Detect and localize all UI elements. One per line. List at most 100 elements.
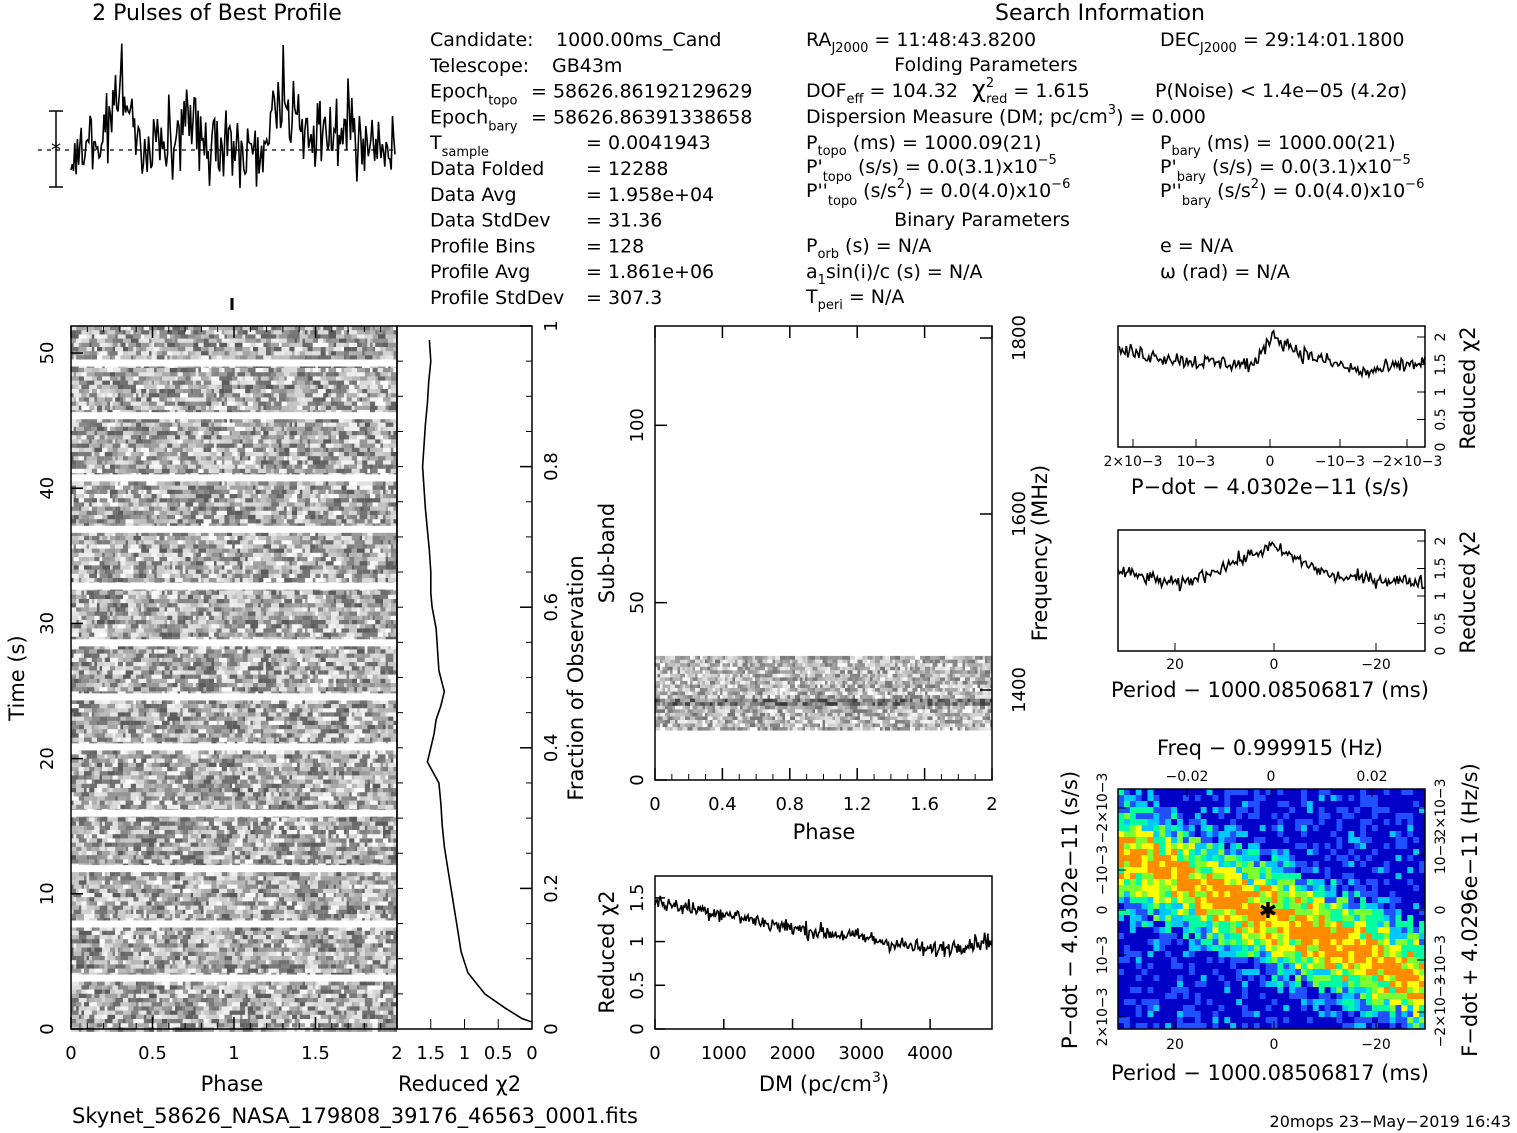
info-label: Profile Avg <box>430 261 530 283</box>
pdot-chi2-ylabel: Reduced χ2 <box>1456 326 1480 449</box>
time-chi2-xlabel: Reduced χ2 <box>398 1072 521 1096</box>
pp-y2tick: 0 <box>1433 906 1449 915</box>
svg-text:Tperi= N/A: Tperi = N/A <box>805 286 904 313</box>
time-chi2-ytick: 1 <box>541 320 562 331</box>
pdtopo-value: (s/s) = 0.0(3.1)x10 <box>858 156 1038 178</box>
best-profile-series <box>70 43 396 188</box>
info-row: Epochbary = 58626.86391338658 <box>430 106 752 134</box>
candidate-info-right: DECJ2000 = 29:14:01.1800 P(Noise) < 1.4e−… <box>1155 29 1424 283</box>
period-ytick: 0.5 <box>1433 612 1449 634</box>
time-phase-ylabel: Time (s) <box>5 635 29 721</box>
time-phase-xlabel: Phase <box>201 1072 264 1096</box>
pp-xtick: 0 <box>1270 1037 1279 1053</box>
dm-xtick: 3000 <box>838 1043 884 1064</box>
time-chi2-xtick: 1 <box>459 1043 470 1064</box>
time-phase-xtick: 1 <box>228 1043 239 1064</box>
time-chi2-ytick: 0.2 <box>541 874 562 903</box>
pdot-xtick: 10−3 <box>1177 454 1215 470</box>
porb-value: (s) = N/A <box>845 235 931 257</box>
subband-xtick: 2 <box>986 794 997 815</box>
dof-value: = 104.32 <box>869 80 957 102</box>
period-chi2-frame <box>1117 529 1426 652</box>
time-gap <box>71 412 397 420</box>
time-gap <box>71 974 397 982</box>
svg-text:a1sin(i)/c (s) = N/A: a1sin(i)/c (s) = N/A <box>806 261 982 288</box>
time-gap <box>71 920 397 928</box>
subband-phase-image <box>655 655 992 731</box>
time-chi2-ytick: 0.6 <box>541 593 562 622</box>
pp-y2tick: 2×10−3 <box>1433 778 1449 837</box>
pdot-ytick: 1 <box>1433 388 1449 397</box>
dec-label: DEC <box>1160 29 1200 51</box>
info-label: Profile StdDev <box>430 287 564 309</box>
pdot-ytick: 0.5 <box>1433 408 1449 430</box>
time-chi2-ytick: 0.8 <box>541 452 562 481</box>
info-value: 1000.00ms_Cand <box>556 29 722 51</box>
pp-ytick: −2×10−3 <box>1095 773 1111 844</box>
tperi-value: = N/A <box>849 286 905 308</box>
pdot-chi2-frame <box>1117 325 1426 448</box>
svg-text:P''bary(s/s2) = 0.0(4.0)x10−6: P''bary (s/s2) = 0.0(4.0)x10−6 <box>1160 177 1424 209</box>
dof-label: DOF <box>806 80 847 102</box>
pp-xtick: −20 <box>1361 1037 1391 1053</box>
period-pdot-title: Freq − 0.999915 (Hz) <box>1157 736 1383 760</box>
time-gap <box>71 359 397 367</box>
info-label: Data StdDev <box>430 210 551 232</box>
info-value: = 307.3 <box>586 287 662 309</box>
info-row: Data StdDev = 31.36 <box>430 210 662 232</box>
ecc-value: e = N/A <box>1160 235 1233 257</box>
period-xtick: 20 <box>1166 657 1184 673</box>
info-label: T <box>429 132 442 154</box>
time-gap <box>71 639 397 647</box>
pdot-ytick: 1.5 <box>1433 353 1449 375</box>
best-fit-marker: ✱ <box>1259 899 1277 924</box>
subband-ytick: 0 <box>627 774 648 785</box>
dec-value: = 29:14:01.1800 <box>1243 29 1405 51</box>
period-ytick: 1.5 <box>1433 557 1449 579</box>
pp-ytick: 10−3 <box>1095 936 1111 974</box>
info-value: = 31.36 <box>586 210 662 232</box>
svg-text:P'bary(s/s) = 0.0(3.1)x10−5: P'bary (s/s) = 0.0(3.1)x10−5 <box>1160 153 1411 185</box>
subband-xtick: 1.2 <box>843 794 872 815</box>
time-gap <box>71 582 397 590</box>
subband-xtick: 1.6 <box>910 794 939 815</box>
info-value: = 128 <box>586 235 644 257</box>
pp-ytick: 2×10−3 <box>1095 987 1111 1046</box>
time-chi2-xtick: 2 <box>391 1043 402 1064</box>
pddbary-value: (s/s <box>1217 180 1251 202</box>
period-chi2-ylabel: Reduced χ2 <box>1456 530 1480 653</box>
time-chi2-ytick: 0 <box>541 1023 562 1034</box>
a1sini-value: sin(i)/c (s) = N/A <box>826 261 983 283</box>
period-ytick: 1 <box>1433 592 1449 601</box>
period-xtick: −20 <box>1361 657 1391 673</box>
pdbary-value: (s/s) = 0.0(3.1)x10 <box>1212 156 1392 178</box>
subband-phase-panel: 0 0.4 0.8 1.2 1.6 2 0 50 100 1400 1600 1800 Phase S… <box>595 315 1052 844</box>
pp-ytick: −10−3 <box>1095 845 1111 895</box>
pddtopo-value: (s/s <box>863 180 897 202</box>
svg-text:P''topo(s/s2) = 0.0(4.0)x10−6: P''topo (s/s2) = 0.0(4.0)x10−6 <box>806 177 1070 209</box>
time-phase-ytick: 50 <box>37 342 58 365</box>
info-value: = 1.958e+04 <box>586 184 714 206</box>
period-chi2-series <box>1117 540 1426 592</box>
period-xtick: 0 <box>1270 657 1279 673</box>
pp-y2tick: 10−3 <box>1433 836 1449 874</box>
period-pdot-xlabel: Period − 1000.08506817 (ms) <box>1111 1061 1429 1085</box>
pnoise-value: P(Noise) < 1.4e−05 (4.2σ) <box>1155 80 1407 102</box>
pdot-xtick: −10−3 <box>1315 454 1365 470</box>
frequency-ytick: 1600 <box>1009 491 1030 537</box>
time-chi2-xtick: 0 <box>526 1043 537 1064</box>
info-row: Profile Bins = 128 <box>430 235 644 257</box>
info-row: Data Avg = 1.958e+04 <box>430 184 714 206</box>
pdot-ytick: 0 <box>1433 443 1449 452</box>
svg-text:Pbary(ms) = 1000.00(21): Pbary (ms) = 1000.00(21) <box>1160 132 1396 159</box>
pdot-chi2-xlabel: P−dot − 4.0302e−11 (s/s) <box>1131 475 1409 499</box>
info-label: Data Avg <box>430 184 517 206</box>
info-label: Epoch <box>430 106 488 128</box>
time-chi2-series <box>421 340 533 1023</box>
info-value: = 0.0041943 <box>586 132 711 154</box>
dm-ytick: 1 <box>627 936 648 947</box>
time-phase-ytick: 20 <box>37 747 58 770</box>
period-pdot-image <box>1118 789 1426 1030</box>
pp-x2tick: −0.02 <box>1166 769 1209 785</box>
